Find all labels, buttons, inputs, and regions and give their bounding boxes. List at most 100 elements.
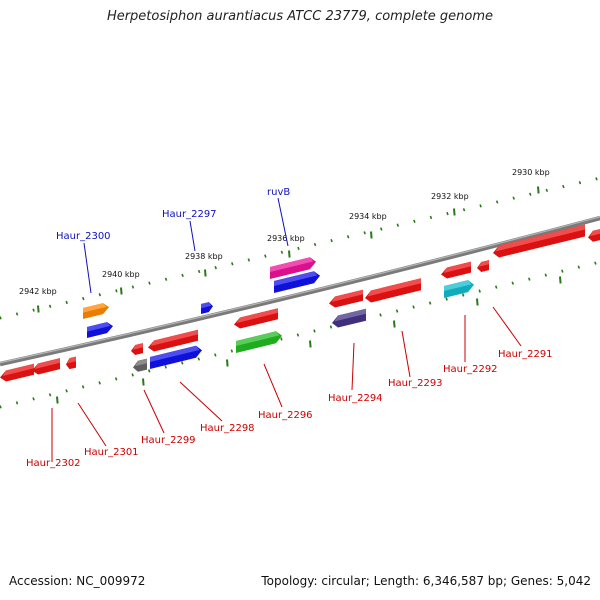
gene-arrow-highlight: [34, 358, 60, 369]
ruler-dot: [395, 309, 399, 313]
ruler-dot: [495, 200, 499, 204]
gene-arrow-highlight: [67, 356, 76, 364]
ruler-dot: [81, 385, 85, 389]
gene-arrow-highlight: [334, 308, 366, 322]
gene-feature: [66, 356, 76, 370]
ruler-dot: [380, 227, 383, 231]
ruler-dot: [147, 369, 151, 373]
gene-arrow-highlight: [443, 261, 471, 273]
ruler-dot: [330, 238, 333, 243]
ruler-dot: [65, 389, 68, 393]
ruler-dot: [545, 188, 549, 193]
gene-arrow-highlight: [135, 358, 147, 367]
ruler-dot: [313, 329, 316, 333]
ruler-dot: [446, 211, 449, 216]
ruler-tick-label: 2936 kbp: [267, 234, 305, 243]
gene-label-haur_2297: Haur_2297: [162, 209, 217, 220]
ruler-dot: [412, 305, 415, 309]
ruler-dot: [131, 285, 135, 289]
ruler-dot: [280, 337, 283, 341]
gene-haur_2296: [236, 331, 282, 353]
ruler-dot: [561, 269, 564, 273]
ruler-dot: [98, 381, 101, 385]
gene-layer: [0, 224, 600, 382]
gene-haur_2297: [201, 302, 213, 314]
ruler-dot: [197, 357, 201, 361]
ruler-dot: [413, 219, 416, 223]
ruler-dot: [396, 223, 400, 227]
genome-backbone-highlight: [0, 216, 600, 364]
ruler-dot: [595, 177, 598, 181]
backbone-layer: [0, 215, 600, 367]
ruler-dot: [461, 293, 465, 297]
ruler-dot: [296, 333, 300, 337]
ruler-dot: [15, 401, 19, 405]
leader-line: [189, 220, 196, 252]
ruler-dot: [462, 208, 466, 212]
ruler-dot: [181, 273, 184, 278]
ruler-tick-label: 2940 kbp: [102, 270, 140, 279]
gene-arrow-highlight: [274, 271, 318, 286]
gene-label-haur_2298: Haur_2298: [200, 423, 255, 434]
gene-haur_2291: [493, 224, 585, 258]
ruler-dot: [0, 316, 2, 320]
ruler-dot: [280, 250, 284, 254]
leader-line: [277, 197, 289, 247]
ruler-dot: [478, 289, 481, 293]
ruler-dot: [578, 181, 582, 185]
ruler-dot: [164, 277, 168, 281]
ruler-dot: [164, 365, 167, 369]
ruler-dot: [247, 258, 251, 262]
ruler-dot: [313, 242, 317, 247]
gene-haur_2302: [0, 363, 34, 382]
gene-haur_2294: [332, 308, 366, 328]
inner-major-tick: [559, 276, 562, 284]
gene-arrow-highlight: [236, 331, 280, 346]
gene-label-haur_2293: Haur_2293: [388, 378, 443, 389]
ruler-dot: [544, 273, 548, 277]
leader-line: [351, 342, 355, 391]
gene-feature: [234, 308, 278, 329]
map-title: Herpetosiphon aurantiacus ATCC 23779, co…: [106, 9, 494, 24]
ruler-tick-label: 2932 kbp: [431, 192, 469, 201]
gene-arrow-highlight: [444, 280, 472, 291]
gene-label-haur_2292: Haur_2292: [443, 364, 498, 375]
ruler-dot: [428, 301, 432, 305]
ruler-dot: [114, 377, 118, 381]
major-tick: [288, 250, 291, 258]
gene-label-haur_2294: Haur_2294: [328, 393, 383, 404]
ruler-dot: [214, 353, 217, 357]
ruler-tick-label: 2934 kbp: [349, 212, 387, 221]
major-tick: [453, 208, 456, 216]
gene-arrow-highlight: [150, 345, 200, 362]
ruler-dot: [48, 393, 52, 397]
inner-major-tick: [393, 320, 396, 328]
ruler-tick-label: 2930 kbp: [512, 168, 550, 177]
gene-arrow-highlight: [150, 329, 198, 346]
ruler-dot: [181, 361, 184, 365]
ruler-dot: [562, 184, 565, 189]
ruler-dot: [363, 231, 366, 235]
gene-haur_2293: [365, 278, 421, 303]
gene-feature: [588, 229, 600, 242]
gene-label-haur_2300: Haur_2300: [56, 231, 111, 242]
inner-major-tick: [309, 340, 312, 348]
gene-arrow-highlight: [201, 302, 212, 309]
gene-label-haur_2302: Haur_2302: [26, 458, 81, 469]
ruler-dot: [445, 297, 448, 301]
ruler-dot: [197, 269, 201, 274]
inner-major-tick: [476, 298, 479, 306]
ruler-dot: [494, 285, 498, 289]
gene-arrow-highlight: [236, 308, 278, 323]
gene-feature: [441, 261, 471, 279]
ruler-dot: [32, 397, 35, 401]
ruler-dot: [297, 246, 300, 251]
ruler-dot: [329, 325, 333, 329]
gene-feature: [148, 329, 198, 352]
genome-backbone: [0, 215, 600, 367]
gene-arrow-highlight: [87, 322, 111, 332]
accession-text: Accession: NC_009972: [9, 574, 146, 588]
major-tick: [204, 269, 207, 277]
gene-haur_2301: [32, 358, 60, 375]
